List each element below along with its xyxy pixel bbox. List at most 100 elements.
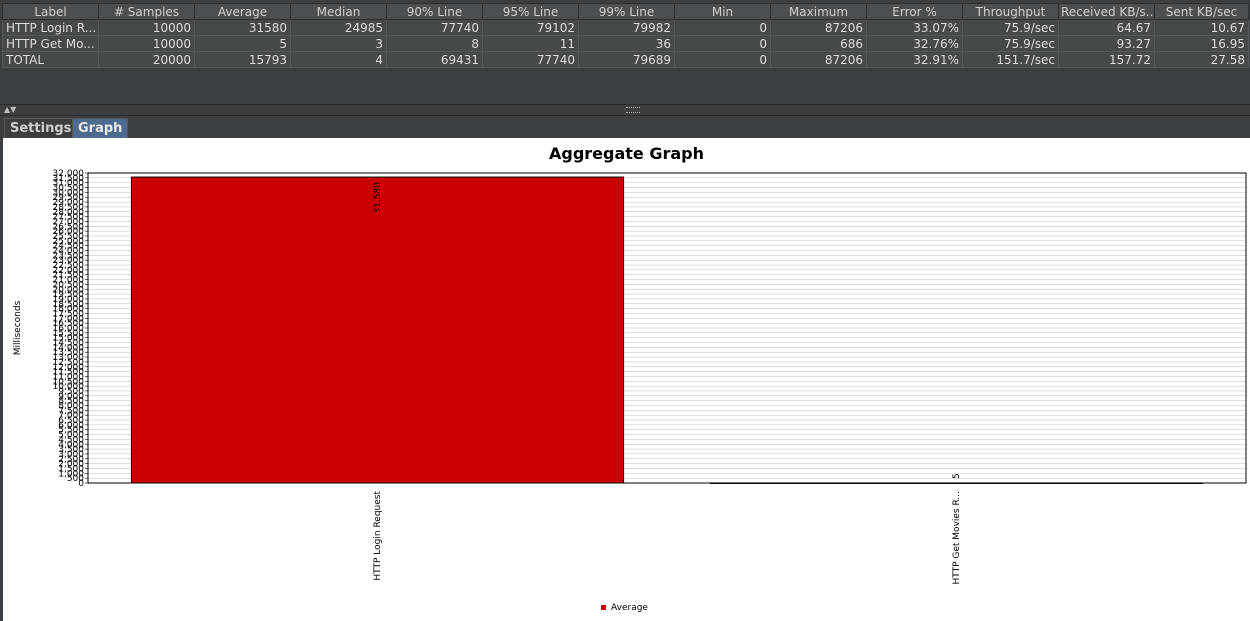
column-header-label[interactable]: Label <box>2 3 99 20</box>
data-label: 5 <box>952 473 962 479</box>
y-tick-label: 6,500 <box>58 416 84 426</box>
y-tick-label: 1,500 <box>58 464 84 474</box>
y-tick-label: 28,500 <box>53 203 85 213</box>
table-cell: 79982 <box>578 19 675 36</box>
table-cell: 31580 <box>194 19 291 36</box>
column-header-median[interactable]: Median <box>290 3 387 20</box>
y-tick-label: 10,500 <box>53 377 85 387</box>
table-cell: 36 <box>578 35 675 52</box>
y-tick-label: 8,500 <box>58 397 84 407</box>
tab-settings[interactable]: Settings <box>4 118 78 138</box>
y-tick-label: 20,500 <box>53 280 85 290</box>
y-tick-label: 13,000 <box>53 353 85 363</box>
column-header-99-line[interactable]: 99% Line <box>578 3 675 20</box>
y-tick-label: 7,500 <box>58 406 84 416</box>
table-cell: 27.58 <box>1154 51 1249 68</box>
legend-swatch-icon <box>601 605 606 610</box>
table-cell: HTTP Get Mo... <box>2 35 99 52</box>
plot-frame <box>87 172 1247 484</box>
y-tick-label: 16,000 <box>53 324 85 334</box>
table-cell: 4 <box>290 51 387 68</box>
y-tick-label: 24,000 <box>53 247 85 257</box>
y-tick-label: 27,500 <box>53 213 85 223</box>
y-tick-label: 500 <box>67 474 84 484</box>
table-cell: 11 <box>482 35 579 52</box>
column-header-throughput[interactable]: Throughput <box>962 3 1059 20</box>
table-cell: 0 <box>674 19 771 36</box>
table-cell: HTTP Login R... <box>2 19 99 36</box>
column-header-samples[interactable]: # Samples <box>98 3 195 20</box>
column-header-maximum[interactable]: Maximum <box>770 3 867 20</box>
y-tick-label: 25,500 <box>53 232 85 242</box>
y-tick-label: 3,000 <box>58 450 84 460</box>
y-tick-label: 12,500 <box>53 358 85 368</box>
y-tick-label: 11,500 <box>53 368 85 378</box>
drag-grip-icon[interactable] <box>626 107 640 113</box>
table-cell: 69431 <box>386 51 483 68</box>
y-tick-label: 3,500 <box>58 445 84 455</box>
x-category-label: HTTP Login Request <box>373 491 383 581</box>
table-cell: 33.07% <box>866 19 963 36</box>
table-row[interactable]: HTTP Get Mo... 10000 5 3 8 11 36 0 686 3… <box>2 35 1249 52</box>
y-tick-label: 0 <box>78 479 84 489</box>
aggregate-bar-chart: 05001,0001,5002,0002,5003,0003,5004,0004… <box>13 169 1247 585</box>
y-tick-label: 29,500 <box>53 193 85 203</box>
table-cell: 16.95 <box>1154 35 1249 52</box>
y-tick-label: 32,000 <box>53 169 85 179</box>
column-header-average[interactable]: Average <box>194 3 291 20</box>
y-tick-label: 1,000 <box>58 469 84 479</box>
y-tick-label: 4,500 <box>58 435 84 445</box>
y-tick-label: 22,500 <box>53 261 85 271</box>
table-cell: 8 <box>386 35 483 52</box>
y-tick-label: 31,500 <box>53 174 85 184</box>
y-tick-label: 30,000 <box>53 188 85 198</box>
table-cell: 686 <box>770 35 867 52</box>
y-tick-label: 11,000 <box>53 372 85 382</box>
y-tick-label: 30,500 <box>53 184 85 194</box>
y-tick-label: 4,000 <box>58 440 84 450</box>
table-cell: 87206 <box>770 51 867 68</box>
y-tick-label: 29,000 <box>53 198 85 208</box>
y-tick-label: 8,000 <box>58 402 84 412</box>
y-tick-label: 21,000 <box>53 276 85 286</box>
column-header-min[interactable]: Min <box>674 3 771 20</box>
y-tick-label: 13,500 <box>53 348 85 358</box>
column-header-error[interactable]: Error % <box>866 3 963 20</box>
column-header-sent[interactable]: Sent KB/sec <box>1154 3 1249 20</box>
table-cell: 87206 <box>770 19 867 36</box>
y-tick-label: 26,000 <box>53 227 85 237</box>
table-cell: 93.27 <box>1058 35 1155 52</box>
table-row-total[interactable]: TOTAL 20000 15793 4 69431 77740 79689 0 … <box>2 51 1249 68</box>
results-table-panel: Label # Samples Average Median 90% Line … <box>0 0 1250 104</box>
table-cell: 79689 <box>578 51 675 68</box>
y-tick-label: 10,000 <box>53 382 85 392</box>
table-cell: 15793 <box>194 51 291 68</box>
y-tick-label: 22,000 <box>53 266 85 276</box>
y-tick-label: 17,000 <box>53 314 85 324</box>
table-cell: 5 <box>194 35 291 52</box>
chart-bars <box>130 176 1204 484</box>
tab-graph[interactable]: Graph <box>72 118 129 138</box>
table-cell: 157.72 <box>1058 51 1155 68</box>
table-cell: 77740 <box>482 51 579 68</box>
column-header-received[interactable]: Received KB/s... <box>1058 3 1155 20</box>
y-tick-label: 23,500 <box>53 251 85 261</box>
column-header-90-line[interactable]: 90% Line <box>386 3 483 20</box>
table-row[interactable]: HTTP Login R... 10000 31580 24985 77740 … <box>2 19 1249 36</box>
table-cell: 75.9/sec <box>962 19 1059 36</box>
table-cell: 24985 <box>290 19 387 36</box>
y-tick-label: 7,000 <box>58 411 84 421</box>
y-tick-label: 9,500 <box>58 387 84 397</box>
data-label: 31,580 <box>373 182 383 214</box>
y-tick-label: 17,500 <box>53 309 85 319</box>
y-tick-label: 31,000 <box>53 179 85 189</box>
column-header-95-line[interactable]: 95% Line <box>482 3 579 20</box>
tab-bar: Settings Graph <box>0 116 1250 138</box>
split-pane-divider[interactable]: ▲▼ <box>0 104 1250 116</box>
collapse-arrows-icon[interactable]: ▲▼ <box>4 105 17 114</box>
y-tick-label: 27,000 <box>53 217 85 227</box>
table-cell: 75.9/sec <box>962 35 1059 52</box>
table-cell: 77740 <box>386 19 483 36</box>
y-tick-label: 15,500 <box>53 329 85 339</box>
table-cell: TOTAL <box>2 51 99 68</box>
